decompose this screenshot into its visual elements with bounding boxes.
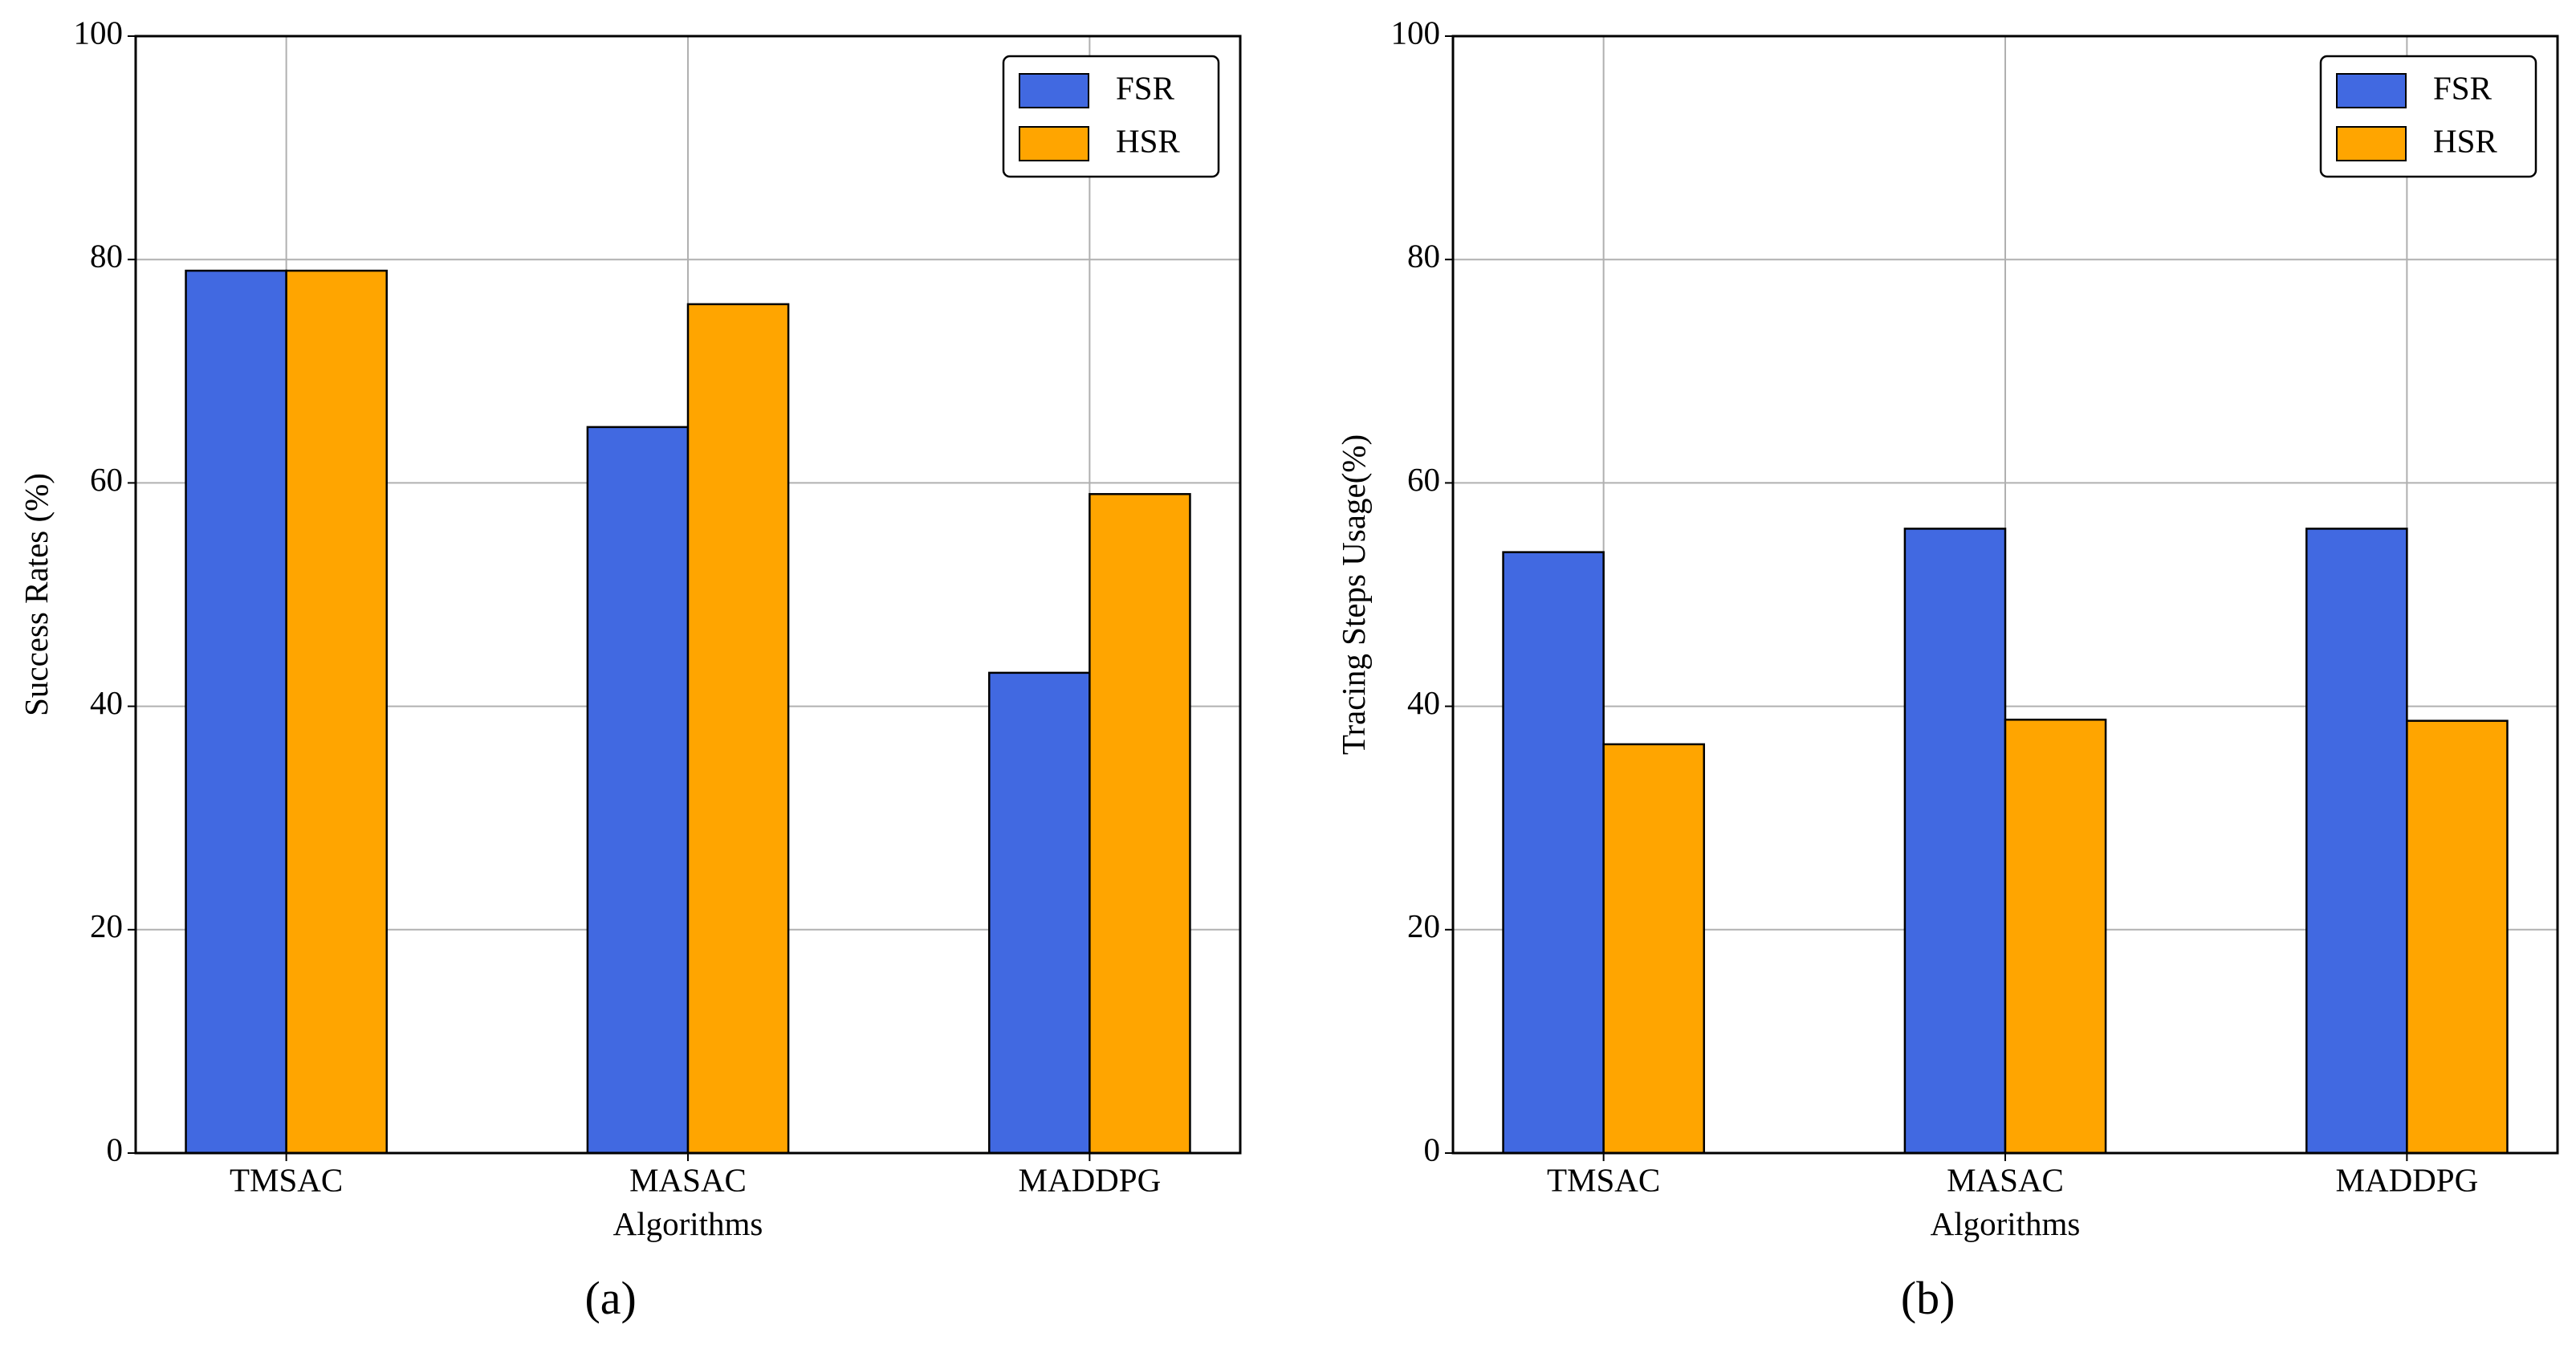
legend-swatch	[1019, 126, 1089, 161]
bar	[1502, 551, 1605, 1155]
y-tick-label: 40	[1407, 684, 1440, 721]
bar	[1089, 493, 1191, 1155]
x-tick-label: MADDPG	[1019, 1161, 1162, 1198]
x-tick-label: MASAC	[1947, 1161, 2064, 1198]
y-tick-label: 0	[1424, 1131, 1441, 1168]
x-tick-label: MASAC	[629, 1161, 747, 1198]
legend-label: FSR	[2433, 69, 2493, 106]
y-tick-label: 60	[1407, 461, 1440, 498]
y-tick-label: 80	[90, 238, 123, 275]
bar	[2305, 528, 2408, 1155]
y-tick-label: 0	[107, 1131, 124, 1168]
x-tick-label: TMSAC	[1547, 1161, 1660, 1198]
bar	[2406, 719, 2509, 1155]
bar	[988, 671, 1091, 1155]
y-tick-label: 60	[90, 461, 123, 498]
caption: (a)	[584, 1272, 636, 1324]
y-axis-label: Success Rates (%)	[18, 473, 55, 716]
bar	[285, 269, 388, 1155]
y-tick-label: 20	[1407, 907, 1440, 944]
y-tick-label: 100	[1391, 14, 1441, 51]
chart: 0 20 40 60 80 100 TMSAC MASAC MADDPG Algorithms Tr…	[1335, 14, 2559, 1324]
x-axis-label: Algorithms	[613, 1205, 763, 1242]
y-axis-label: Tracing Steps Usage(%)	[1335, 434, 1372, 755]
legend-swatch	[2336, 126, 2407, 161]
plot-frame	[134, 35, 1242, 1155]
bar	[185, 269, 287, 1155]
y-tick-label: 100	[74, 14, 124, 51]
y-tick-label: 40	[90, 684, 123, 721]
legend-label: HSR	[1116, 122, 1180, 159]
x-tick-label: MADDPG	[2336, 1161, 2479, 1198]
bar	[2004, 719, 2107, 1155]
bar	[1903, 528, 2007, 1155]
bar	[686, 303, 790, 1155]
plot-frame	[1451, 35, 2559, 1155]
bar	[1602, 743, 1705, 1155]
x-axis-label: Algorithms	[1931, 1205, 2081, 1242]
legend-label: HSR	[2433, 122, 2497, 159]
y-tick-label: 80	[1407, 238, 1440, 275]
y-tick-label: 20	[90, 907, 123, 944]
legend-swatch	[1019, 73, 1089, 108]
caption: (b)	[1901, 1272, 1955, 1324]
legend-label: FSR	[1116, 69, 1175, 106]
x-tick-label: TMSAC	[230, 1161, 343, 1198]
chart: 0 20 40 60 80 100 TMSAC MASAC MADDPG Algorithms Su…	[18, 14, 1242, 1324]
bar	[586, 426, 690, 1155]
legend-swatch	[2336, 73, 2407, 108]
